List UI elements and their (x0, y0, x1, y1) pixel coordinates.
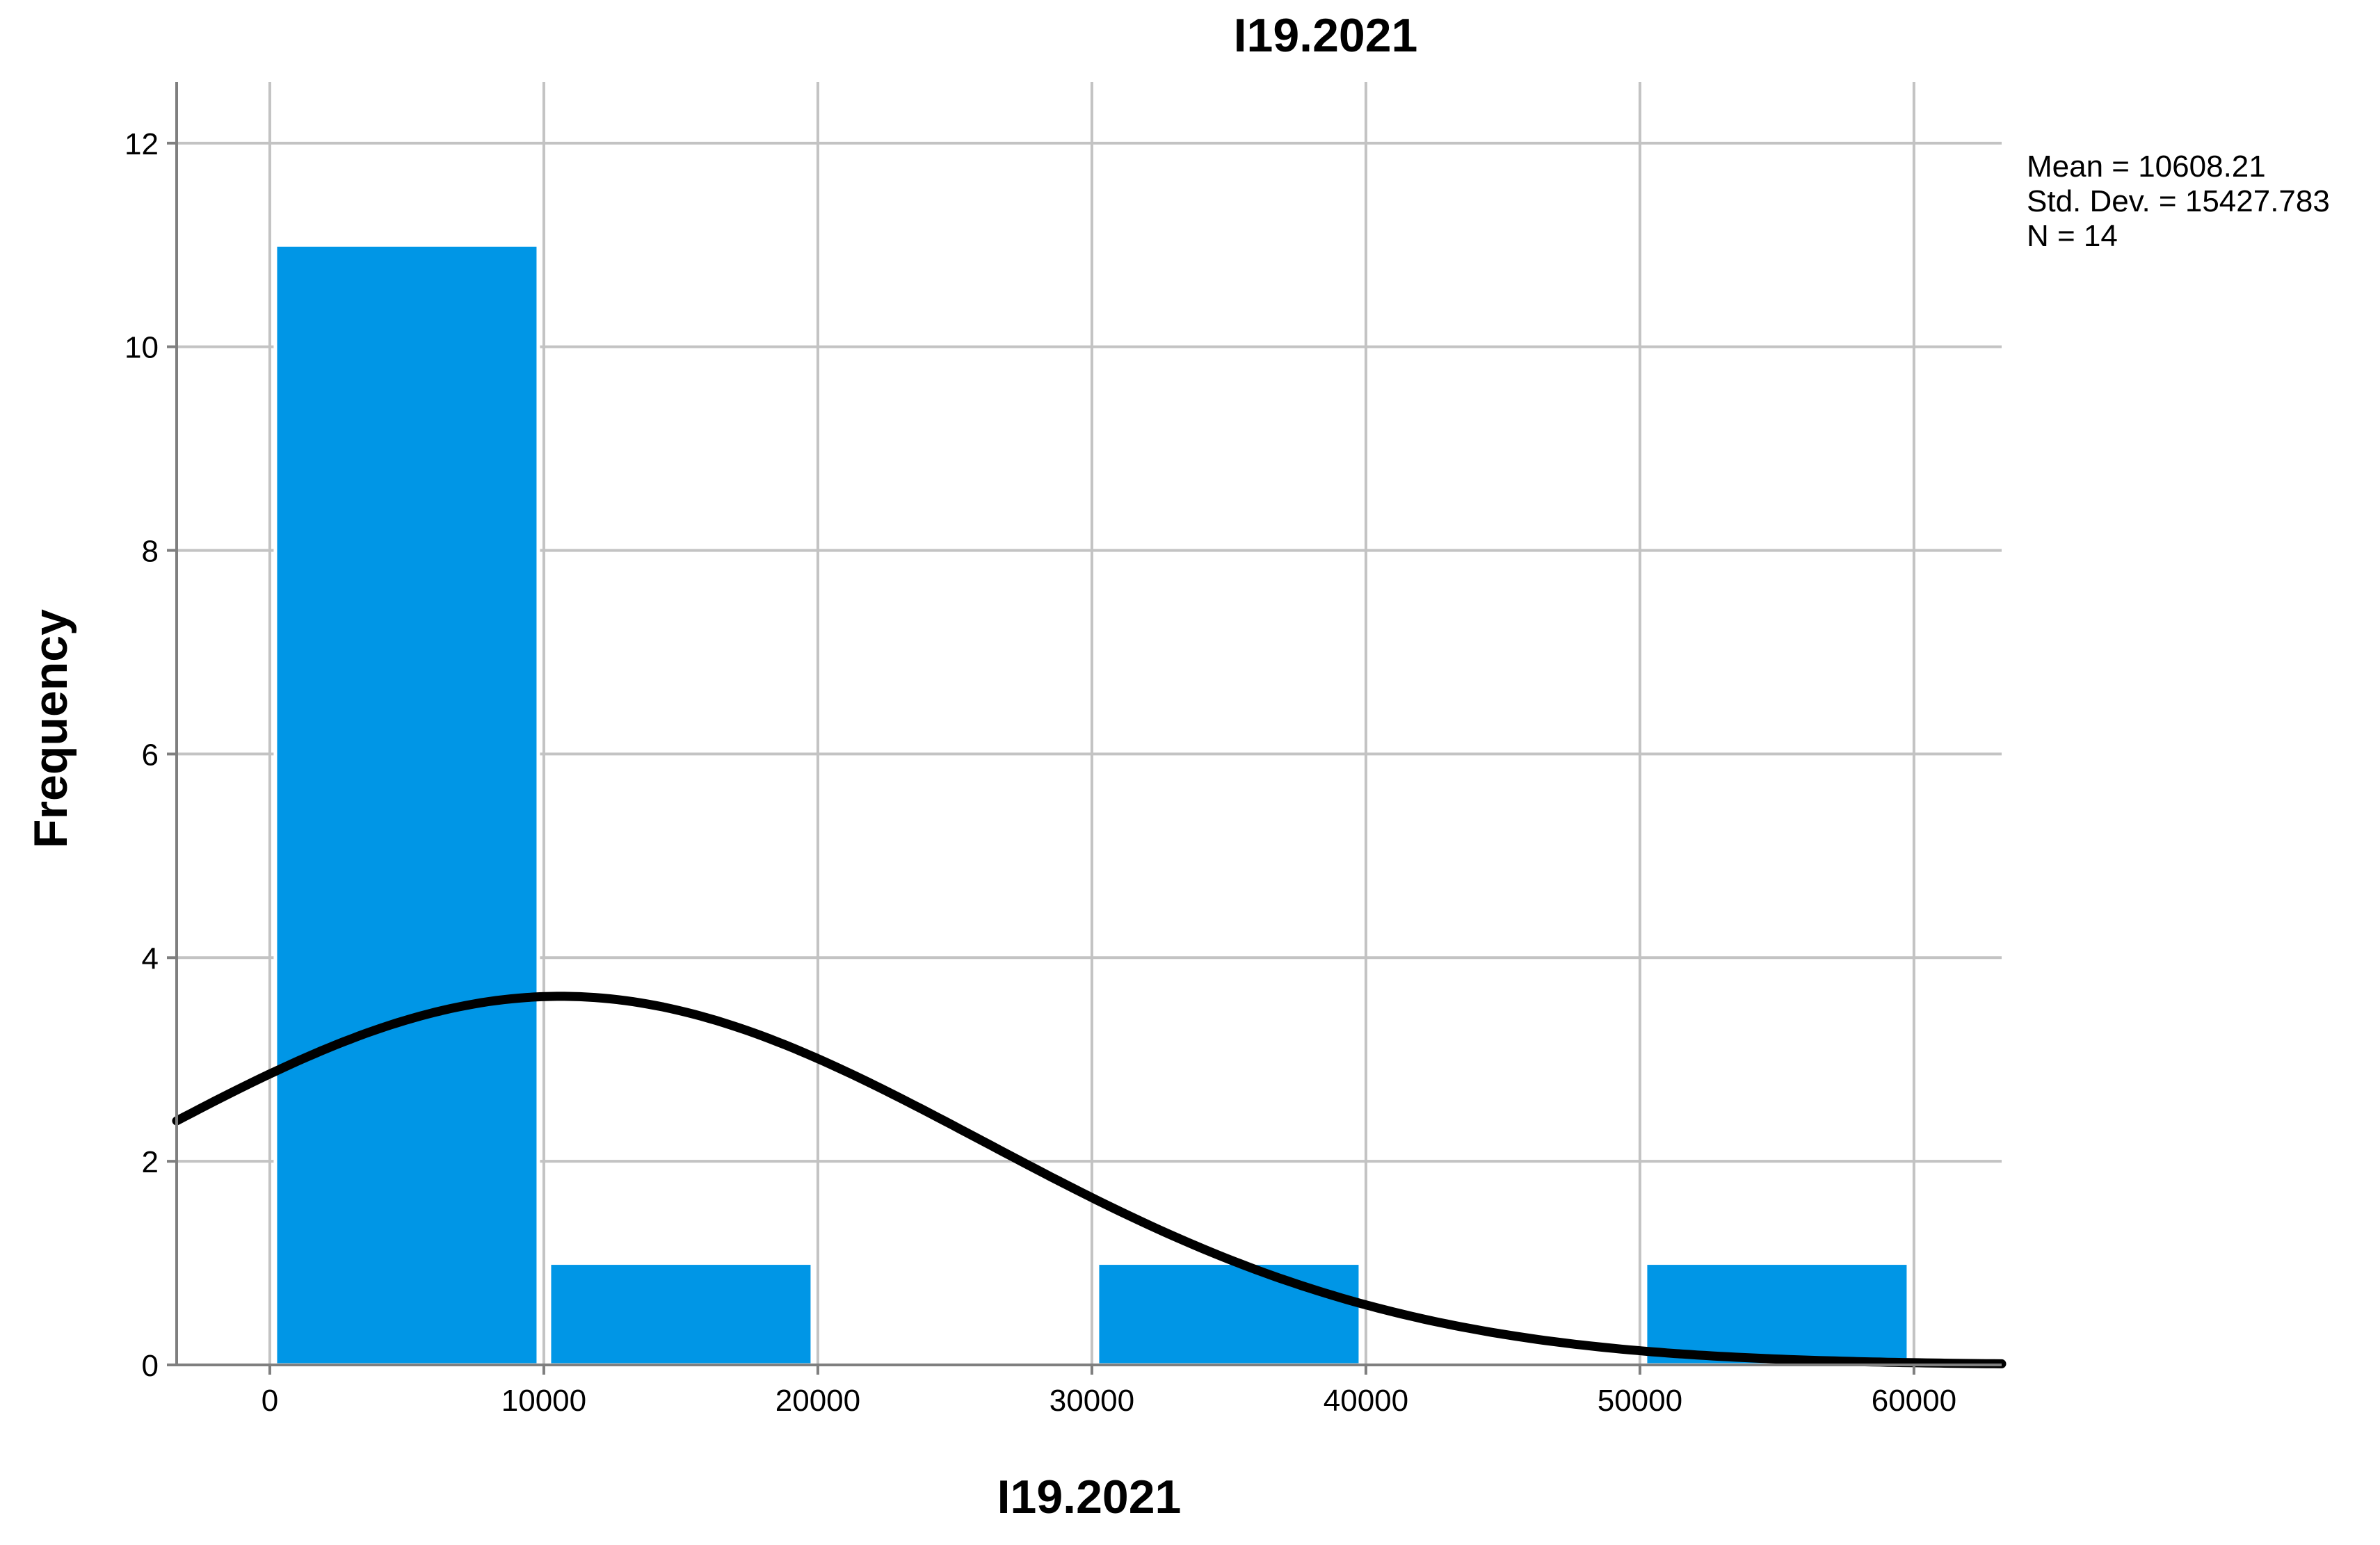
normal-curve (172, 992, 2007, 1368)
histogram-bar-1 (547, 1261, 814, 1367)
y-tick-label-4: 8 (142, 535, 159, 569)
chart-title: I19.2021 (1234, 9, 1418, 62)
y-axis-title: Frequency (24, 609, 77, 848)
histogram-bar-3 (1095, 1261, 1362, 1367)
stat-n: N = 14 (2027, 219, 2118, 253)
x-tick-label-5: 50000 (1598, 1384, 1682, 1418)
x-tick-label-0: 0 (262, 1384, 278, 1418)
stat-mean: Mean = 10608.21 (2027, 149, 2266, 184)
histogram-bars (273, 243, 1911, 1367)
stat-std-dev: Std. Dev. = 15427.783 (2027, 184, 2330, 218)
x-tick-label-1: 10000 (501, 1384, 586, 1418)
tick-labels: 0 2 4 6 8 10 12 0 10000 20000 30000 40000 50000 60000 (124, 127, 1956, 1418)
y-tick-label-3: 6 (142, 738, 159, 772)
y-tick-label-2: 4 (142, 941, 159, 976)
histogram-bar-0 (273, 243, 540, 1367)
y-tick-label-5: 10 (124, 331, 159, 365)
normal-curve-layer (172, 992, 2007, 1368)
x-tick-label-4: 40000 (1324, 1384, 1408, 1418)
x-tick-label-2: 20000 (775, 1384, 860, 1418)
axes (167, 82, 2002, 1375)
y-tick-label-1: 2 (142, 1145, 159, 1179)
y-tick-label-6: 12 (124, 127, 159, 161)
x-axis-title: I19.2021 (997, 1471, 1182, 1523)
y-tick-label-0: 0 (142, 1349, 159, 1383)
x-tick-label-3: 30000 (1050, 1384, 1134, 1418)
x-tick-label-6: 60000 (1872, 1384, 1956, 1418)
